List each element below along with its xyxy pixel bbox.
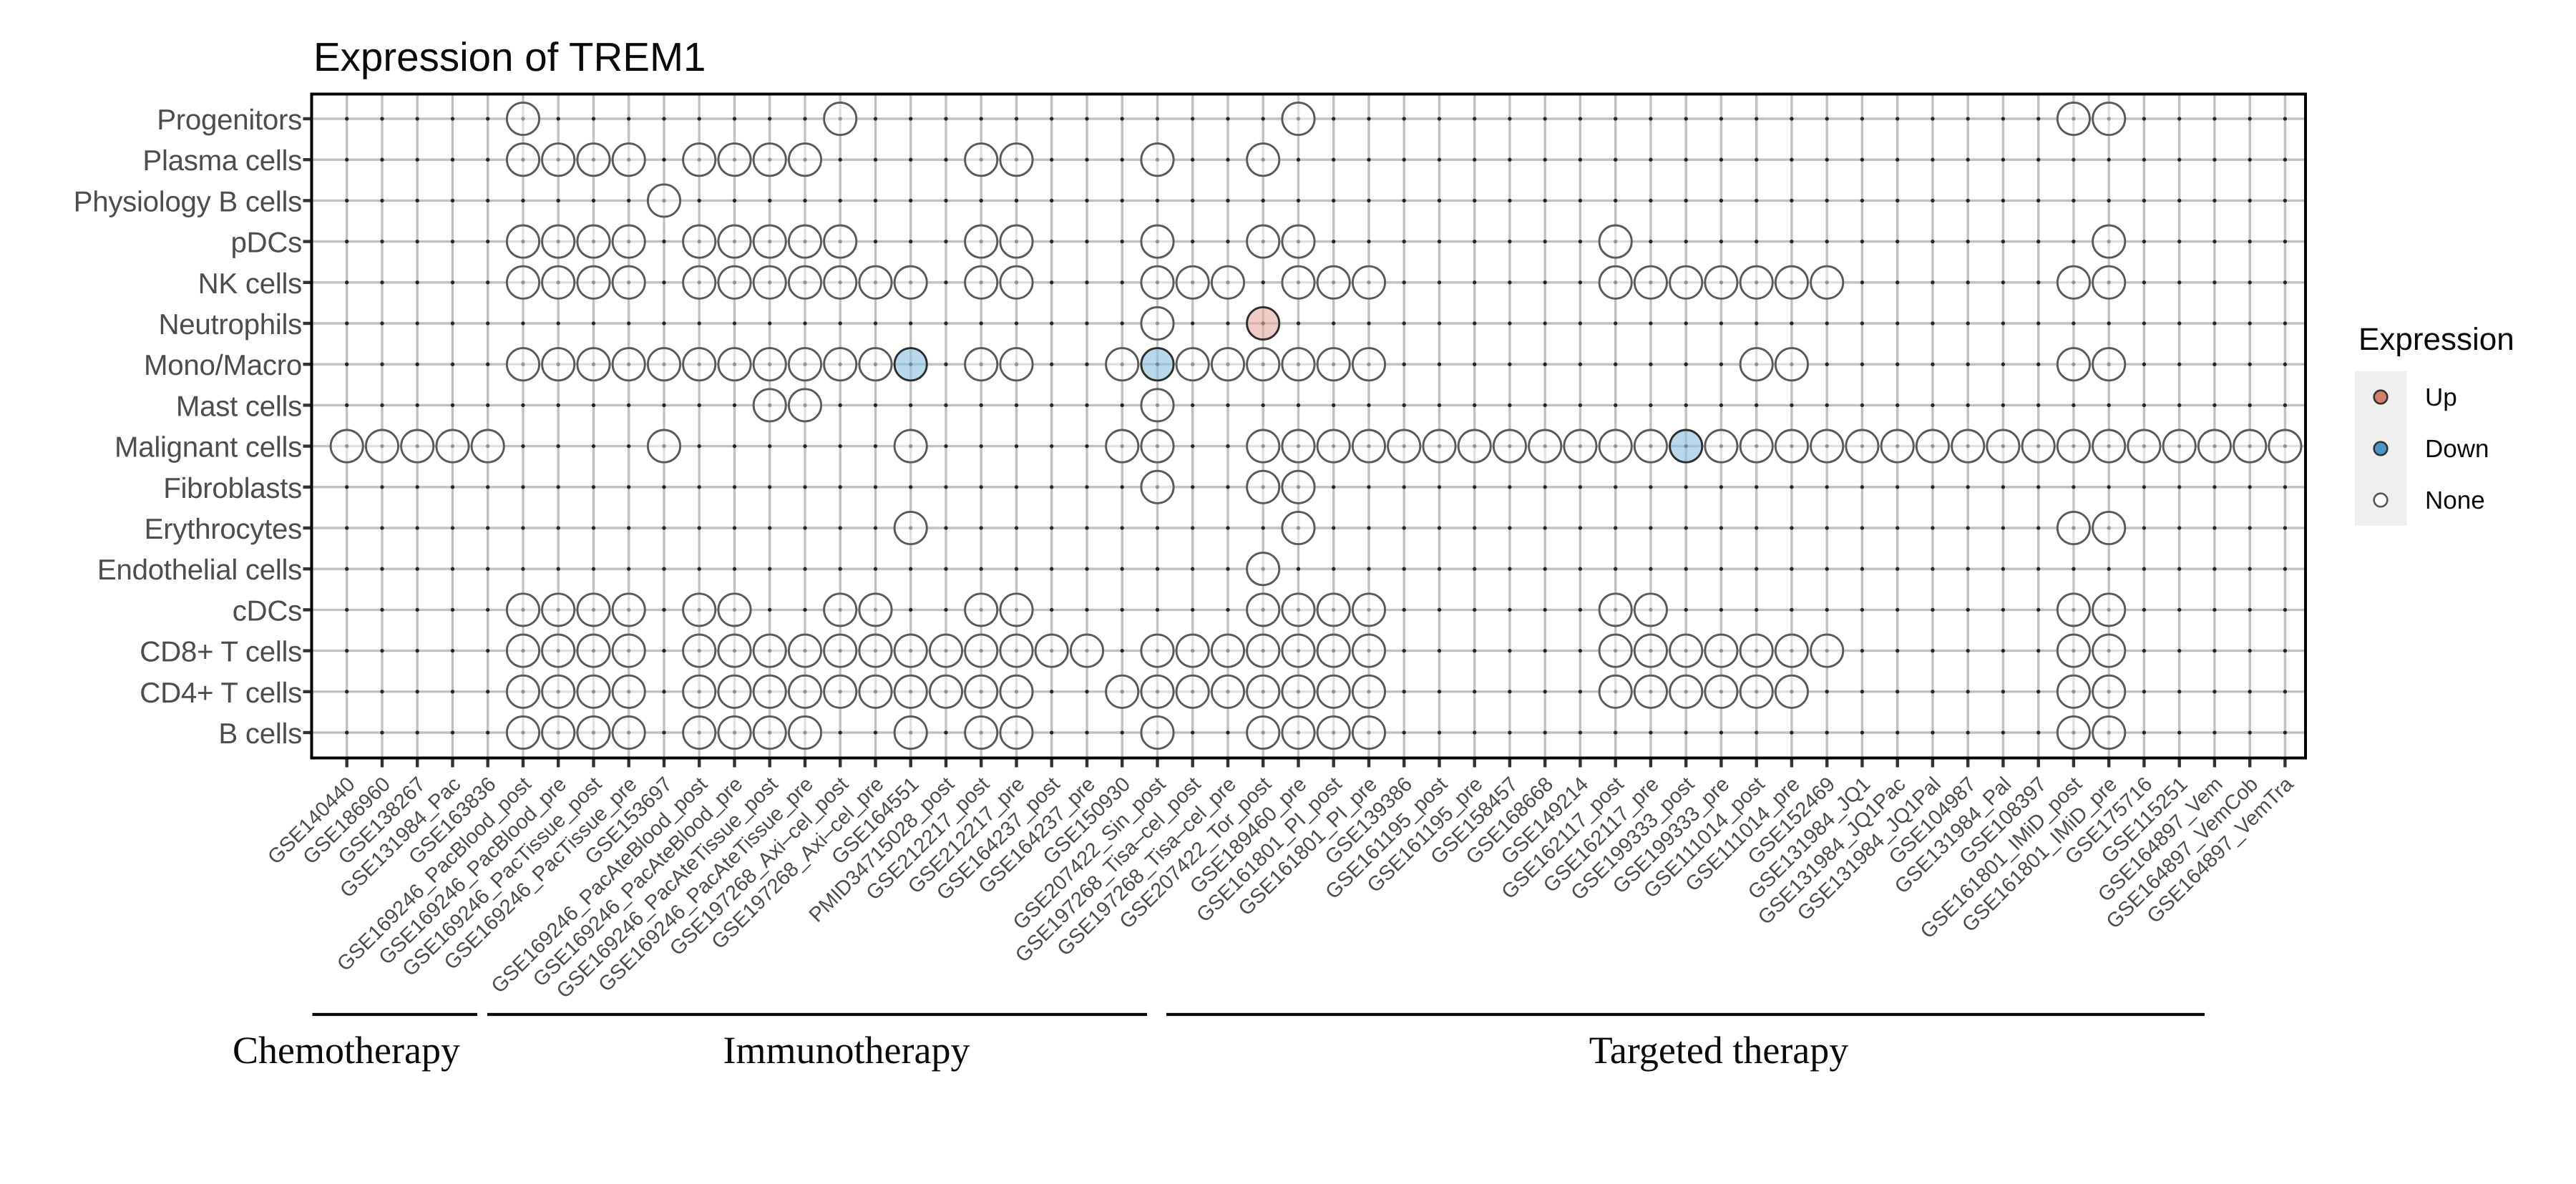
svg-text:Erythrocytes: Erythrocytes: [145, 513, 302, 545]
svg-text:CD8+ T cells: CD8+ T cells: [140, 636, 302, 668]
svg-text:Immunotherapy: Immunotherapy: [723, 1029, 970, 1072]
svg-text:Physiology B cells: Physiology B cells: [74, 185, 302, 217]
svg-text:Expression of TREM1: Expression of TREM1: [313, 34, 706, 79]
svg-text:Fibroblasts: Fibroblasts: [163, 472, 302, 504]
svg-text:Expression: Expression: [2358, 322, 2514, 357]
svg-text:Progenitors: Progenitors: [157, 104, 302, 136]
svg-text:None: None: [2425, 486, 2485, 514]
svg-text:Mast cells: Mast cells: [176, 390, 302, 422]
svg-text:Chemotherapy: Chemotherapy: [233, 1029, 460, 1072]
svg-text:Endothelial cells: Endothelial cells: [97, 554, 302, 586]
svg-text:Down: Down: [2425, 435, 2489, 463]
svg-text:Mono/Macro: Mono/Macro: [144, 349, 302, 381]
svg-text:Malignant cells: Malignant cells: [114, 431, 302, 464]
svg-text:pDCs: pDCs: [230, 227, 302, 259]
svg-text:Targeted therapy: Targeted therapy: [1589, 1029, 1849, 1072]
svg-text:cDCs: cDCs: [233, 595, 302, 627]
svg-text:CD4+ T cells: CD4+ T cells: [140, 677, 302, 709]
svg-text:NK cells: NK cells: [198, 268, 302, 300]
svg-text:B cells: B cells: [218, 718, 302, 750]
svg-text:Up: Up: [2425, 383, 2457, 411]
svg-text:Plasma cells: Plasma cells: [142, 145, 302, 177]
svg-text:Neutrophils: Neutrophils: [158, 308, 302, 341]
